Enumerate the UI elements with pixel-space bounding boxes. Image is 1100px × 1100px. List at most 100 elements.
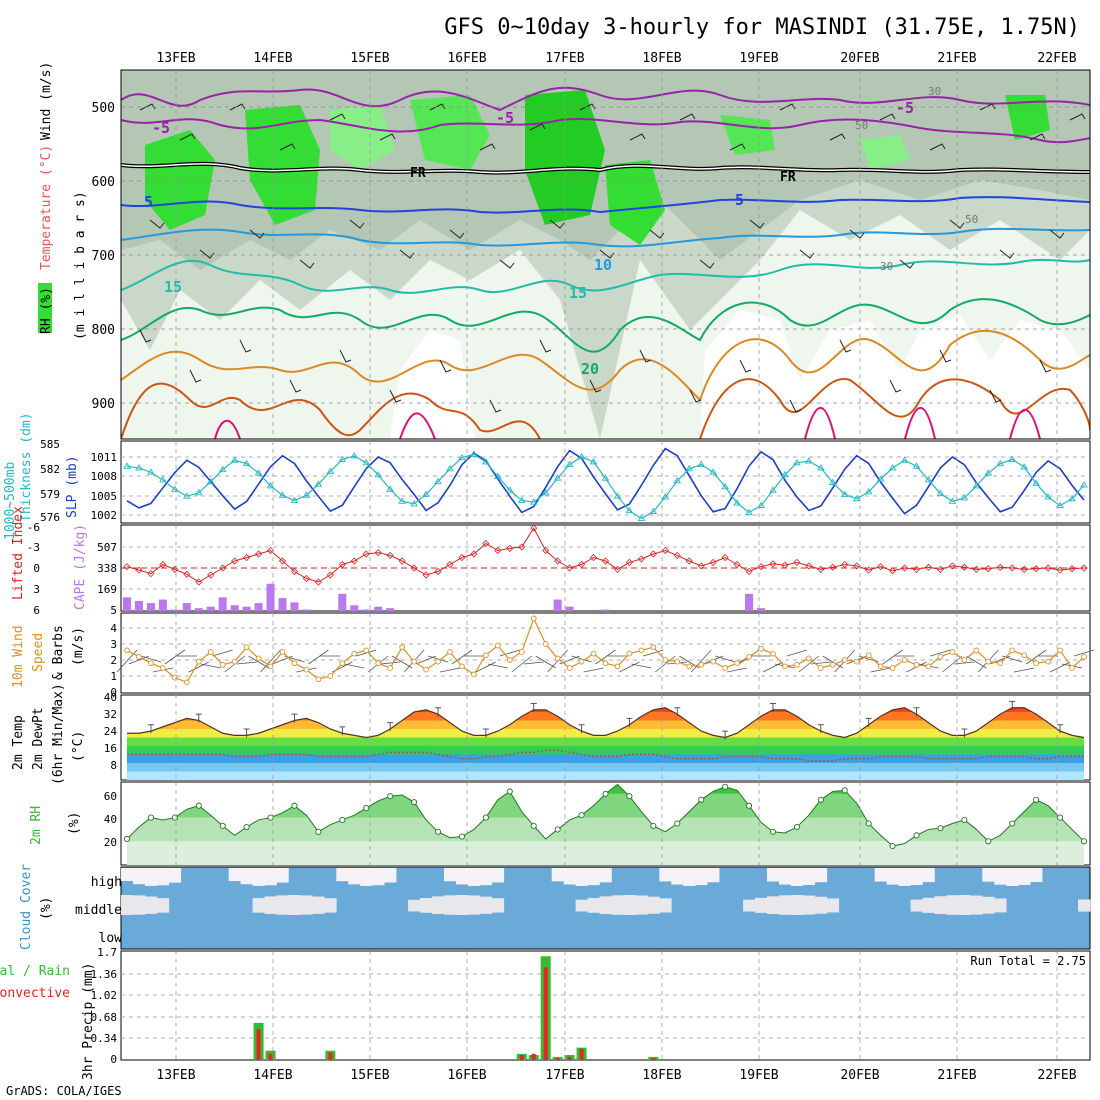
cloud-high-block [802,868,816,886]
cape-label: CAPE (J/kg) [73,524,88,610]
wind-speed-point [925,663,932,670]
wind-speed-point [542,641,549,647]
rh-point [363,805,370,812]
cape-bar [757,608,766,611]
wind-speed-point [327,673,334,679]
wind-speed-point [817,665,824,671]
wind-speed-point [770,650,776,657]
wind-speed-point [1033,660,1040,667]
rh-green-blob [245,105,320,225]
cape-bar [266,583,275,611]
lifted-index-point [338,560,346,569]
rh-point [339,816,346,823]
thickness-point [601,474,610,481]
precip-convective-bar [651,1058,656,1060]
cloud-mid-block [790,895,804,915]
rh-y-labels: 2m RH (%) [29,806,82,845]
wind-barb [810,661,831,665]
wind-barb [882,649,903,665]
wind-speed-point [674,658,681,665]
cape-bar [278,598,287,611]
cloud-high-block [707,868,720,883]
rh-point [913,832,920,839]
rh-band [127,817,1084,842]
thickness-point [673,476,682,484]
lifted-index-tick: 6 [33,604,40,617]
cloud-high-block [132,868,146,885]
lifted-index-point [1044,564,1052,572]
cloud-mid-block [144,896,158,914]
cape-bar [290,602,299,611]
wind-speed-point [1009,647,1016,654]
cloud-mid-block [1078,899,1091,912]
cloud-mid-block [802,895,816,915]
cloud-mid-block [420,897,433,913]
cloud-mid-block [491,898,505,913]
thickness-point [1008,455,1017,462]
wind-speed-point [339,660,346,667]
contour-label: -5 [496,109,514,127]
cloud-high-block [563,868,576,885]
cape-left-axis: -6 -3 0 3 6 [27,521,40,617]
cloud-mid-block [324,898,337,913]
cape-right-axis: 507 338 169 5 [97,541,117,617]
wind-speed-point [710,658,717,665]
thickness-point [171,485,179,492]
precip-convective-bar [256,1029,261,1060]
wind-speed-point [1045,658,1051,665]
top-date-label: 13FEB [156,51,195,66]
lifted-index-point [446,560,454,569]
lifted-index-point [793,558,801,566]
wind-barb [786,649,808,657]
lifted-index-point [601,557,610,565]
bottom-date-label: 14FEB [253,1068,292,1083]
lifted-index-point [231,557,239,565]
wind-barb [798,655,820,673]
cloud-mid-block [958,895,971,915]
wind-barb [762,661,784,673]
cloud-mid-block [156,898,170,913]
wind-speed-point [351,650,358,657]
cloud-label: Cloud Cover [19,864,34,950]
wind-speed-point [363,647,370,654]
slp-thickness-panel: 585 582 579 576 1011 1008 1005 1002 1000… [3,412,1091,540]
slp-y-labels: 1000~500mb Thickness (dm) SLP (mb) [3,412,80,540]
cloud-high-block [922,868,935,883]
thickness-point [1080,481,1088,488]
slp-line [126,447,1085,515]
wind-speed-point [865,652,872,659]
lifted-index-point [960,563,968,571]
temp-y-labels: 2m Temp 2m DewPt (6hr Min/Max) (°C) [11,683,86,785]
slp-tick: 1002 [91,509,118,522]
thickness-point [1044,493,1052,500]
wind-speed-point [387,665,394,671]
cloud-mid-block [455,895,469,915]
precip-label: 3hr Precip (mm) [81,963,96,1080]
cloud-high-block [144,868,158,886]
lifted-index-point [278,557,287,565]
lifted-index-point [386,551,394,559]
temp-label: (6hr Min/Max) [51,683,66,785]
lifted-index-tick: 0 [33,562,40,575]
lifted-index-point [865,566,873,574]
wind-barbs-upper [139,103,1086,413]
rh-point [626,793,633,800]
temp-contour-35 [214,406,1041,439]
temp-tick: 24 [104,725,118,738]
thickness-point [637,514,646,521]
thickness-point [900,456,909,463]
thickness-point [183,492,191,499]
wind-speed-point [853,658,860,665]
lifted-index-point [314,578,322,586]
wind-speed-point [794,661,800,668]
slp-series-group [123,447,1088,521]
rh-point [698,796,705,803]
thickness-point [350,452,359,459]
upper-label-millibars: (m i l l i b a r s) [73,191,88,340]
lifted-index-point [948,562,956,570]
wind-speed-point [554,655,561,662]
thickness-point [434,477,442,485]
cloud-mid-block [814,896,828,914]
lifted-index-point [589,553,598,562]
wind-barb [188,661,209,673]
